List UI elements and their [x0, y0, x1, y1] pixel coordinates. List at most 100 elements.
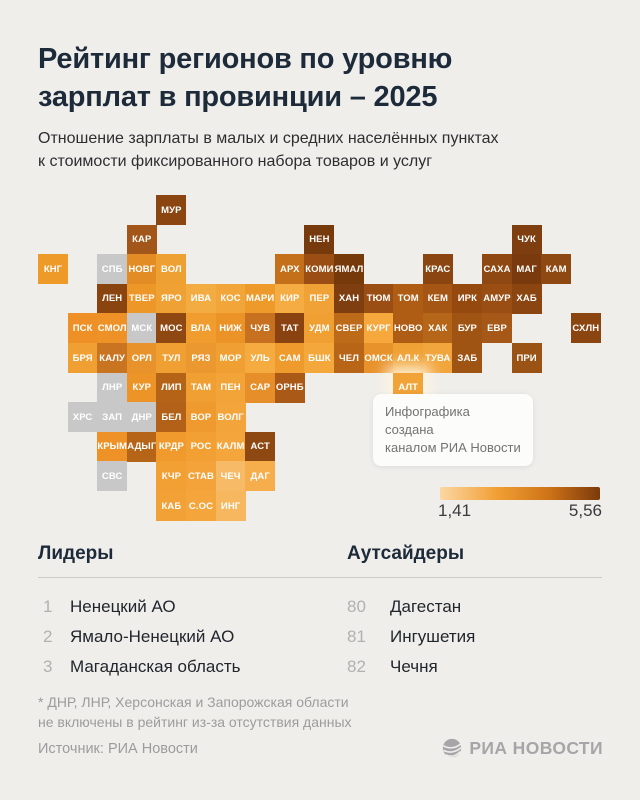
map-tile: СПБ — [97, 254, 128, 285]
map-tile: МУР — [156, 195, 187, 225]
map-tile: БШК — [304, 343, 335, 373]
map-tile: НОВГ — [126, 254, 157, 285]
map-tile: ТУЛ — [156, 343, 187, 373]
map-tile: МАГ — [511, 254, 542, 285]
map-tile: КАМ — [541, 254, 572, 285]
map-tile: НОВО — [393, 313, 424, 344]
region-name: Ингушетия — [390, 627, 476, 646]
map-tooltip: Инфографика создана каналом РИА Новости — [373, 394, 533, 466]
map-tile: АСТ — [245, 431, 276, 462]
map-tile: РЯЗ — [186, 343, 216, 373]
map-tile: КОМИ — [304, 254, 335, 285]
map-tile: АМУР — [482, 283, 512, 314]
map-tile: С.ОС — [186, 491, 216, 521]
map-tile: ПСК — [67, 313, 98, 344]
map-tile: ИНГ — [215, 491, 246, 521]
map-tile: КАЛУ — [97, 343, 128, 373]
map-tile: ЯРО — [156, 283, 187, 314]
map-tile: ТУВА — [422, 343, 453, 373]
map-tile: САХА — [482, 254, 512, 285]
list-item: 2 Ямало-Ненецкий АО — [38, 622, 241, 652]
logo-text: РИА НОВОСТИ — [469, 737, 603, 758]
map-tile: МОС — [156, 313, 187, 344]
map-tile: ОРНБ — [274, 372, 305, 403]
map-tile: ВОЛГ — [215, 402, 246, 433]
map-tile: СВЕР — [334, 313, 364, 344]
map-tile: ЗАБ — [452, 343, 483, 373]
map-tile: ЛЕН — [97, 283, 128, 314]
color-scale-labels: 1,41 5,56 — [438, 501, 602, 521]
scale-min-label: 1,41 — [438, 501, 472, 520]
map-tile: ДАГ — [245, 461, 276, 492]
rank-number: 81 — [347, 627, 366, 646]
rank-number: 80 — [347, 597, 366, 616]
map-tile: КАБ — [156, 491, 187, 521]
leaders-heading: Лидеры — [38, 543, 114, 564]
page-subtitle: Отношение зарплаты в малых и средних нас… — [38, 130, 499, 170]
map-tile: ТЮМ — [363, 283, 394, 314]
map-tile: ИРК — [452, 283, 483, 314]
map-tile: ИВА — [186, 283, 216, 314]
list-item: 3 Магаданская область — [38, 652, 241, 682]
map-tile: БРЯ — [67, 343, 98, 373]
map-tile: КНГ — [38, 254, 68, 285]
map-tile: ХАН — [334, 283, 364, 314]
rank-number: 3 — [43, 657, 53, 676]
rank-number: 2 — [43, 627, 53, 646]
map-tile: ЗАП — [97, 402, 128, 433]
map-tile: ЧУК — [511, 224, 542, 255]
region-name: Чечня — [390, 657, 438, 676]
footnote: * ДНР, ЛНР, Херсонская и Запорожская обл… — [38, 694, 352, 730]
ria-globe-icon — [441, 737, 463, 759]
map-tile: КАЛМ — [215, 431, 246, 462]
map-tile: УЛЬ — [245, 343, 276, 373]
map-tile: ПРИ — [511, 343, 542, 373]
map-tile: СТАВ — [186, 461, 216, 492]
map-tile: СХЛН — [570, 313, 601, 344]
rank-number: 82 — [347, 657, 366, 676]
map-tile: ЯМАЛ — [334, 254, 364, 285]
map-tile: АЛ.К — [393, 343, 424, 373]
map-tile: ОРЛ — [126, 343, 157, 373]
map-tile: ПЕР — [304, 283, 335, 314]
scale-max-label: 5,56 — [568, 501, 602, 520]
map-tile: КОС — [215, 283, 246, 314]
map-tile: САР — [245, 372, 276, 403]
map-tile: ВОЛ — [156, 254, 187, 285]
map-tile: ТВЕР — [126, 283, 157, 314]
map-tile: ЧУВ — [245, 313, 276, 344]
source-credit: Источник: РИА Новости — [38, 741, 198, 757]
map-tile: РОС — [186, 431, 216, 462]
map-tile: АДЫГ — [126, 431, 157, 462]
map-tile: ПЕН — [215, 372, 246, 403]
map-tile: ВОР — [186, 402, 216, 433]
map-tile: СМОЛ — [97, 313, 128, 344]
map-tile: ТОМ — [393, 283, 424, 314]
map-tile: ЛИП — [156, 372, 187, 403]
map-tile: ВЛА — [186, 313, 216, 344]
page-title: Рейтинг регионов по уровню зарплат в про… — [38, 43, 453, 113]
map-tile: КРДР — [156, 431, 187, 462]
map-tile: МАРИ — [245, 283, 276, 314]
map-tile: КИР — [274, 283, 305, 314]
map-tile: НИЖ — [215, 313, 246, 344]
map-tile: ТАТ — [274, 313, 305, 344]
map-tile: БУР — [452, 313, 483, 344]
region-name: Ненецкий АО — [70, 597, 176, 616]
leaders-list: 1 Ненецкий АО 2 Ямало-Ненецкий АО 3 Магаданск… — [38, 592, 241, 682]
map-tile: КЧР — [156, 461, 187, 492]
map-tile: ЧЕЛ — [334, 343, 364, 373]
map-tile: КЕМ — [422, 283, 453, 314]
map-tile: ХАК — [422, 313, 453, 344]
map-tile: МОР — [215, 343, 246, 373]
map-tile: ХРС — [67, 402, 98, 433]
map-tile: ТАМ — [186, 372, 216, 403]
map-tile: ЛНР — [97, 372, 128, 403]
list-item: 82 Чечня — [347, 652, 475, 682]
color-scale-gradient — [440, 487, 600, 500]
outsiders-list: 80 Дагестан 81 Ингушетия 82 Чечня — [347, 592, 475, 682]
map-tile: УДМ — [304, 313, 335, 344]
map-tile: МСК — [126, 313, 157, 344]
map-tile: ОМСК — [363, 343, 394, 373]
